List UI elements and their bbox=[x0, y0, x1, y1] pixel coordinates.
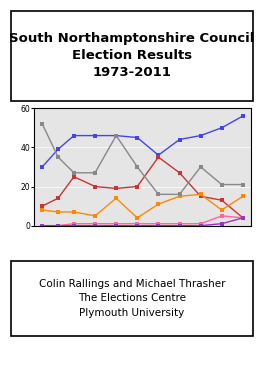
Text: South Northamptonshire Council
Election Results
1973-2011: South Northamptonshire Council Election … bbox=[9, 32, 255, 79]
Text: Colin Rallings and Michael Thrasher
The Elections Centre
Plymouth University: Colin Rallings and Michael Thrasher The … bbox=[39, 279, 225, 318]
